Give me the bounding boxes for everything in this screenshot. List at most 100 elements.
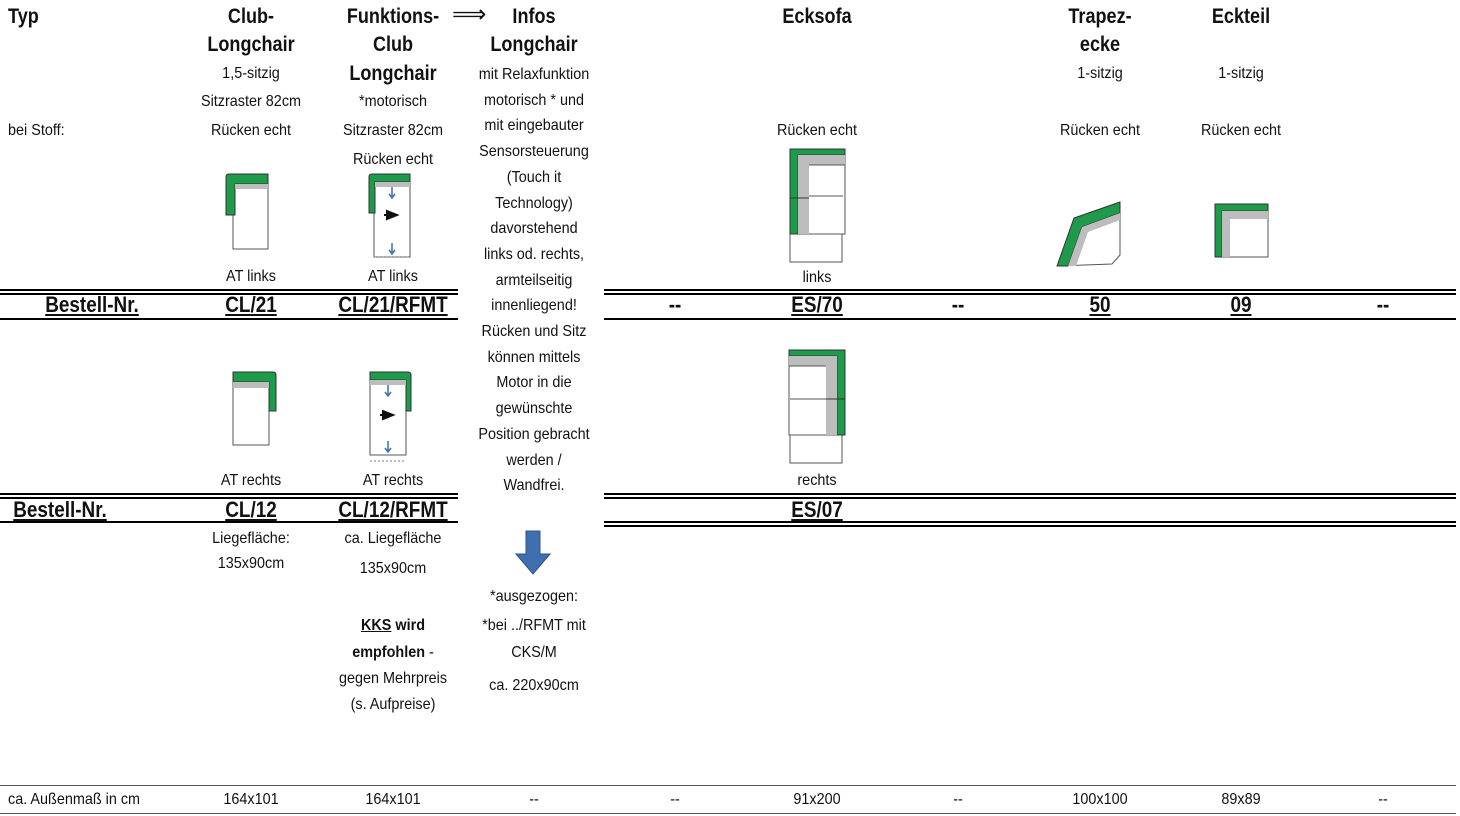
info-line: Sensorsteuerung	[479, 143, 589, 161]
bei-stoff-label: bei Stoff:	[8, 122, 65, 139]
divider	[0, 521, 458, 523]
info-line: Technology)	[495, 194, 573, 212]
longchair-left-icon	[225, 173, 269, 250]
trapez-ruecken: Rücken echt	[1059, 122, 1141, 139]
divider	[604, 525, 1456, 527]
funktions-liege-2: 135x90cm	[359, 560, 427, 577]
divider	[604, 497, 1456, 499]
divider	[604, 318, 1456, 320]
trapez-title-1: Trapez-	[1068, 5, 1132, 28]
divider	[0, 493, 458, 495]
order-es07: ES/07	[791, 497, 843, 522]
eckteil-seats: 1-sitzig	[1218, 65, 1264, 82]
funktions-raster: Sitzraster 82cm	[342, 122, 444, 139]
mass-ecksofa: 91x200	[793, 791, 841, 808]
order-empty-3: --	[1376, 292, 1390, 317]
eckteil-ruecken: Rücken echt	[1200, 122, 1282, 139]
info-cks: CKS/M	[511, 644, 557, 661]
mass-trapez: 100x100	[1072, 791, 1128, 808]
info-line: links od. rechts,	[483, 245, 585, 263]
divider	[604, 293, 1456, 295]
mass-empty-2: --	[953, 791, 963, 808]
order-50: 50	[1089, 292, 1111, 317]
funktions-at-links: AT links	[368, 268, 418, 285]
bestell-label-2: Bestell-Nr.	[13, 497, 107, 522]
double-arrow-icon: ⟹	[452, 1, 487, 28]
divider	[0, 293, 458, 295]
funktions-mehrpreis: gegen Mehrpreis	[338, 670, 448, 687]
infos-title-2: Longchair	[490, 33, 578, 56]
eckteil-icon	[1214, 203, 1269, 258]
funktions-title-3: Longchair	[349, 62, 437, 85]
order-cl21: CL/21	[225, 292, 277, 317]
divider	[0, 318, 458, 320]
info-line: Motor in die	[496, 374, 572, 392]
aussenmass-label: ca. Außenmaß in cm	[8, 791, 141, 808]
mass-empty-3: --	[1378, 791, 1388, 808]
empfohlen-label: empfohlen	[352, 644, 425, 661]
club-longchair-title-1: Club-	[227, 5, 275, 28]
funktions-liege-1: ca. Liegefläche	[344, 530, 442, 547]
kks-label: KKS	[360, 617, 392, 634]
info-line: innenliegend!	[491, 297, 577, 315]
kks-recommendation: KKS wird	[361, 613, 425, 639]
divider	[0, 497, 458, 499]
funktions-longchair-right-icon	[369, 371, 412, 462]
info-line: armteilseitig	[495, 271, 573, 289]
info-line: Wandfrei.	[503, 477, 565, 495]
divider	[604, 289, 1456, 291]
info-line: davorstehend	[490, 220, 578, 238]
infos-text: mit Relaxfunktion motorisch * und mit ei…	[465, 62, 603, 499]
divider	[604, 521, 1456, 523]
order-cl12-rfmt: CL/12/RFMT	[338, 497, 448, 522]
info-line: werden /	[506, 451, 562, 469]
kks-wird: wird	[391, 617, 426, 634]
info-line: mit eingebauter	[484, 117, 584, 135]
order-09: 09	[1230, 292, 1252, 317]
ecksofa-ruecken: Rücken echt	[776, 122, 858, 139]
info-line: (Touch it	[506, 168, 562, 186]
ecksofa-links: links	[802, 269, 832, 286]
info-ausgezogen: *ausgezogen:	[489, 588, 579, 605]
club-at-rechts: AT rechts	[220, 472, 282, 489]
funktions-longchair-left-icon	[368, 173, 411, 258]
funktions-aufpreise: (s. Aufpreise)	[350, 696, 436, 713]
funktions-motorisch: *motorisch	[358, 93, 428, 110]
club-liege-2: 135x90cm	[217, 555, 285, 572]
order-empty-1: --	[668, 292, 682, 317]
trapez-title-2: ecke	[1079, 33, 1121, 56]
ecksofa-right-icon	[788, 349, 846, 464]
info-line: Position gebracht	[478, 425, 590, 443]
trapez-seats: 1-sitzig	[1077, 65, 1123, 82]
club-at-links: AT links	[226, 268, 276, 285]
ecksofa-rechts: rechts	[797, 472, 837, 489]
club-longchair-seats: 1,5-sitzig	[222, 65, 280, 82]
info-bei-rfmt: *bei ../RFMT mit	[482, 617, 586, 634]
mass-club: 164x101	[223, 791, 279, 808]
info-mass-ausgezogen: ca. 220x90cm	[489, 677, 579, 694]
funktions-title-2: Club	[372, 33, 414, 56]
trapezecke-icon	[1056, 201, 1121, 267]
divider	[0, 785, 1456, 786]
order-cl21-rfmt: CL/21/RFMT	[338, 292, 448, 317]
mass-eckteil: 89x89	[1221, 791, 1261, 808]
divider	[0, 813, 1456, 814]
kks-empfohlen: empfohlen -	[352, 640, 434, 666]
divider	[604, 493, 1456, 495]
ecksofa-title: Ecksofa	[782, 5, 852, 28]
longchair-right-icon	[232, 371, 277, 446]
typ-label: Typ	[8, 5, 39, 28]
dash: -	[424, 644, 434, 661]
mass-infos: --	[529, 791, 539, 808]
info-line: mit Relaxfunktion	[478, 66, 590, 83]
order-empty-2: --	[951, 292, 965, 317]
info-line: können mittels	[487, 348, 581, 366]
funktions-title-1: Funktions-	[346, 5, 440, 28]
order-cl12: CL/12	[225, 497, 277, 522]
mass-funktions: 164x101	[365, 791, 421, 808]
infos-title-1: Infos	[512, 5, 556, 28]
funktions-at-rechts: AT rechts	[362, 472, 424, 489]
ecksofa-left-icon	[789, 148, 846, 263]
club-longchair-raster: Sitzraster 82cm	[200, 93, 302, 110]
eckteil-title: Eckteil	[1211, 5, 1271, 28]
